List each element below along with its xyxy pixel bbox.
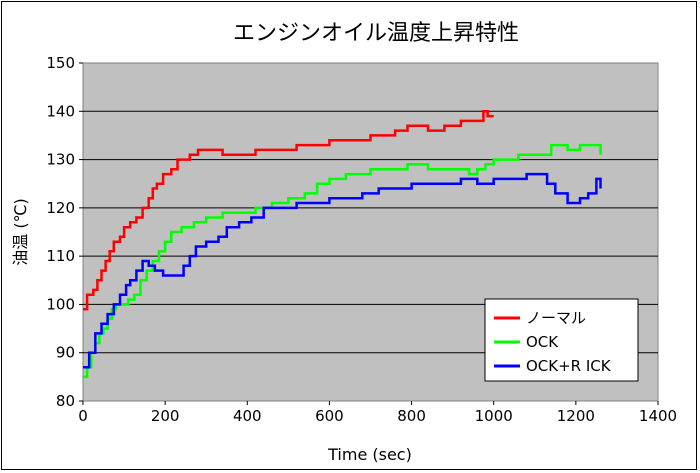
- legend: ノーマル OCK OCK+R ICK: [484, 298, 639, 382]
- x-tick-label-3: 600: [315, 407, 344, 425]
- x-tick-label-1: 200: [151, 407, 180, 425]
- x-axis-label: Time (sec): [327, 445, 412, 464]
- legend-label-2: OCK+R ICK: [526, 357, 612, 375]
- y-tick-label-4: 120: [46, 199, 75, 217]
- y-tick-label-3: 110: [46, 247, 75, 265]
- legend-label-0: ノーマル: [526, 309, 586, 327]
- y-tick-label-0: 80: [56, 392, 75, 410]
- legend-label-1: OCK: [526, 333, 559, 351]
- y-axis-ticks: 80 90 100 110 120 130 140 150: [46, 54, 83, 410]
- y-tick-label-2: 100: [46, 295, 75, 313]
- series-lines: [83, 110, 602, 379]
- y-tick-label-6: 140: [46, 102, 75, 120]
- x-tick-label-5: 1000: [475, 407, 513, 425]
- y-tick-label-7: 150: [46, 54, 75, 72]
- y-tick-label-1: 90: [56, 344, 75, 362]
- series-line-1: [83, 143, 602, 379]
- series-line-2: [83, 172, 602, 369]
- x-tick-label-0: 0: [78, 407, 88, 425]
- chart-title: エンジンオイル温度上昇特性: [233, 21, 519, 46]
- x-tick-label-2: 400: [233, 407, 262, 425]
- x-tick-label-7: 1400: [639, 407, 677, 425]
- x-axis-ticks: 0 200 400 600 800 1000 1200 1400: [78, 401, 677, 425]
- y-axis-label: 油温 (℃): [11, 198, 30, 266]
- x-tick-label-4: 800: [397, 407, 426, 425]
- series-line-0: [83, 110, 494, 311]
- y-tick-label-5: 130: [46, 151, 75, 169]
- x-tick-label-6: 1200: [557, 407, 595, 425]
